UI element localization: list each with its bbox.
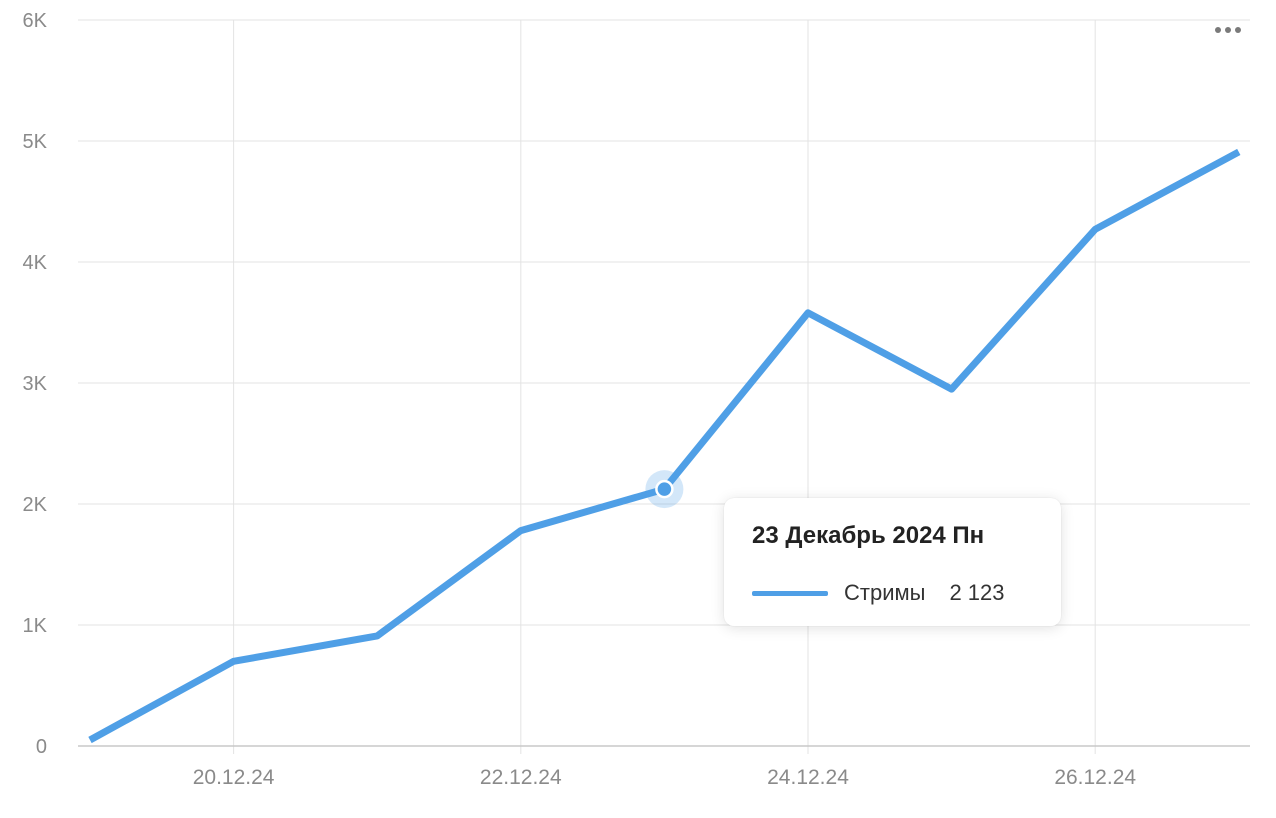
tooltip-series-name: Стримы [844,580,926,605]
x-tick-label: 24.12.24 [767,766,849,789]
highlight-point[interactable] [655,479,674,499]
more-horizontal-icon-dot [1235,27,1241,33]
y-tick-label: 2K [23,494,48,516]
chart-tooltip: 23 Декабрь 2024 Пн Стримы 2 123 [724,498,1061,626]
grid-layer [78,19,1250,754]
tooltip-series-row: Стримы 2 123 [752,580,1033,606]
tooltip-series-value: 2 123 [949,580,1005,605]
y-tick-label: 3K [23,373,48,395]
y-tick-label: 4K [23,252,48,274]
y-tick-label: 5K [23,131,48,153]
x-tick-label: 20.12.24 [193,766,275,789]
tooltip-series-swatch [752,590,828,596]
more-horizontal-icon-dot [1225,27,1231,33]
chart-menu-button[interactable] [1210,16,1246,44]
tooltip-title: 23 Декабрь 2024 Пн [752,522,985,549]
x-tick-label: 22.12.24 [480,766,562,789]
axis-layer: 0 1K 2K 3K 4K 5K 6K 20.12.24 22.12.24 24.12.24 26.… [23,10,1250,789]
y-tick-label: 1K [23,615,48,637]
x-tick-label: 26.12.24 [1054,766,1136,789]
series-line [88,148,1241,744]
marker-layer[interactable] [645,470,684,509]
series-layer [88,148,1241,744]
y-tick-label: 0 [36,736,47,758]
more-horizontal-icon-dot [1215,27,1221,33]
y-tick-label: 6K [23,10,48,32]
